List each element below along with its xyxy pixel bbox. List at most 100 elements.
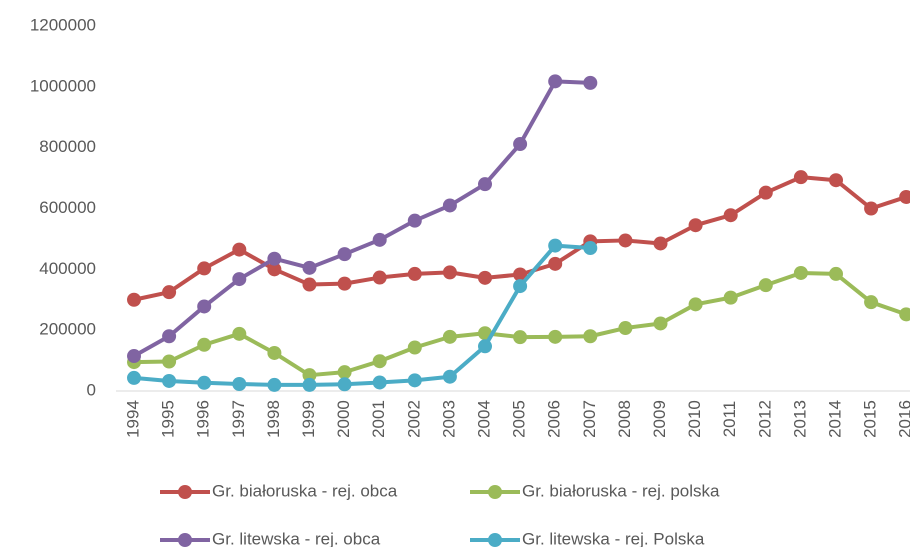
x-tick-label: 2007	[580, 400, 599, 438]
x-tick-label: 1996	[194, 400, 213, 438]
x-tick-label: 2009	[650, 400, 669, 438]
data-point	[372, 375, 387, 390]
data-point	[899, 307, 910, 322]
data-point	[232, 272, 247, 287]
x-tick-label: 2000	[334, 400, 353, 438]
data-point	[583, 241, 598, 256]
x-tick-label: 1997	[229, 400, 248, 438]
y-tick-label: 600000	[39, 198, 96, 217]
data-point	[793, 170, 808, 185]
y-tick-label: 400000	[39, 259, 96, 278]
data-point	[829, 266, 843, 281]
data-point	[688, 297, 703, 312]
data-point	[442, 198, 457, 213]
data-point	[478, 270, 492, 285]
data-point	[232, 326, 247, 341]
data-point	[583, 329, 598, 344]
data-point	[442, 369, 457, 384]
legend-label: Gr. białoruska - rej. obca	[212, 481, 398, 500]
data-point	[232, 242, 247, 257]
data-point	[197, 261, 212, 276]
x-tick-label: 1995	[159, 400, 178, 438]
data-point	[407, 373, 422, 388]
data-point	[197, 299, 212, 314]
data-point	[653, 236, 668, 251]
data-point	[688, 218, 703, 233]
y-tick-label: 800000	[39, 137, 96, 156]
data-point	[302, 260, 317, 275]
y-tick-label: 1200000	[30, 15, 96, 34]
data-point	[864, 201, 879, 216]
x-tick-label: 2008	[615, 400, 634, 438]
data-point	[162, 354, 177, 369]
data-point	[864, 295, 879, 310]
x-tick-label: 2012	[755, 400, 774, 438]
data-point	[548, 329, 563, 344]
y-tick-label: 1000000	[30, 76, 96, 95]
data-point	[162, 329, 177, 344]
data-point	[618, 321, 633, 336]
data-point	[618, 233, 633, 248]
legend-label: Gr. litewska - rej. obca	[212, 529, 381, 547]
data-point	[337, 377, 352, 392]
legend-marker	[178, 533, 192, 547]
data-point	[302, 368, 317, 383]
data-point	[407, 266, 422, 281]
x-tick-label: 2015	[861, 400, 880, 438]
series-line	[133, 79, 591, 358]
x-tick-label: 2003	[439, 400, 458, 438]
data-point	[372, 232, 387, 247]
data-point	[267, 345, 282, 360]
data-point	[372, 354, 387, 369]
data-point	[267, 251, 282, 266]
legend-marker	[488, 485, 502, 499]
data-point	[197, 375, 212, 390]
data-point	[758, 185, 773, 200]
x-tick-label: 1998	[264, 400, 283, 438]
data-point	[302, 277, 317, 292]
data-point	[442, 329, 457, 344]
data-point	[127, 370, 141, 385]
data-point	[302, 377, 317, 392]
data-point	[829, 173, 843, 188]
data-point	[337, 276, 352, 291]
x-tick-label: 2014	[825, 400, 844, 438]
x-tick-label: 2006	[545, 400, 564, 438]
data-point	[162, 373, 177, 388]
data-point	[513, 279, 528, 294]
x-tick-label: 1994	[123, 400, 142, 438]
data-point	[723, 290, 738, 305]
data-point	[478, 339, 492, 354]
data-point	[442, 265, 457, 280]
legend-label: Gr. litewska - rej. Polska	[522, 529, 705, 547]
x-tick-label: 2013	[790, 400, 809, 438]
data-point	[548, 238, 563, 253]
x-tick-label: 2002	[404, 400, 423, 438]
y-tick-label: 0	[87, 380, 96, 399]
data-point	[513, 330, 528, 345]
data-point	[513, 267, 528, 282]
x-tick-label: 2011	[720, 401, 739, 438]
data-point	[267, 262, 282, 277]
data-point	[407, 213, 422, 228]
data-point	[653, 316, 668, 331]
data-point	[583, 75, 598, 90]
data-point	[758, 278, 773, 293]
data-point	[548, 256, 563, 271]
data-point	[337, 365, 352, 380]
data-point	[127, 349, 141, 364]
data-point	[899, 189, 910, 204]
x-tick-label: 2005	[510, 400, 529, 438]
data-point	[197, 337, 212, 352]
data-point	[793, 265, 808, 280]
x-tick-label: 2001	[369, 400, 388, 438]
data-point	[162, 285, 177, 300]
x-tick-label: 1999	[299, 400, 318, 438]
y-tick-label: 200000	[39, 320, 96, 339]
legend-label: Gr. białoruska - rej. polska	[522, 481, 720, 500]
data-point	[723, 208, 738, 223]
x-tick-label: 2016	[896, 400, 910, 438]
x-tick-label: 2004	[474, 400, 493, 438]
x-tick-label: 2010	[685, 400, 704, 438]
